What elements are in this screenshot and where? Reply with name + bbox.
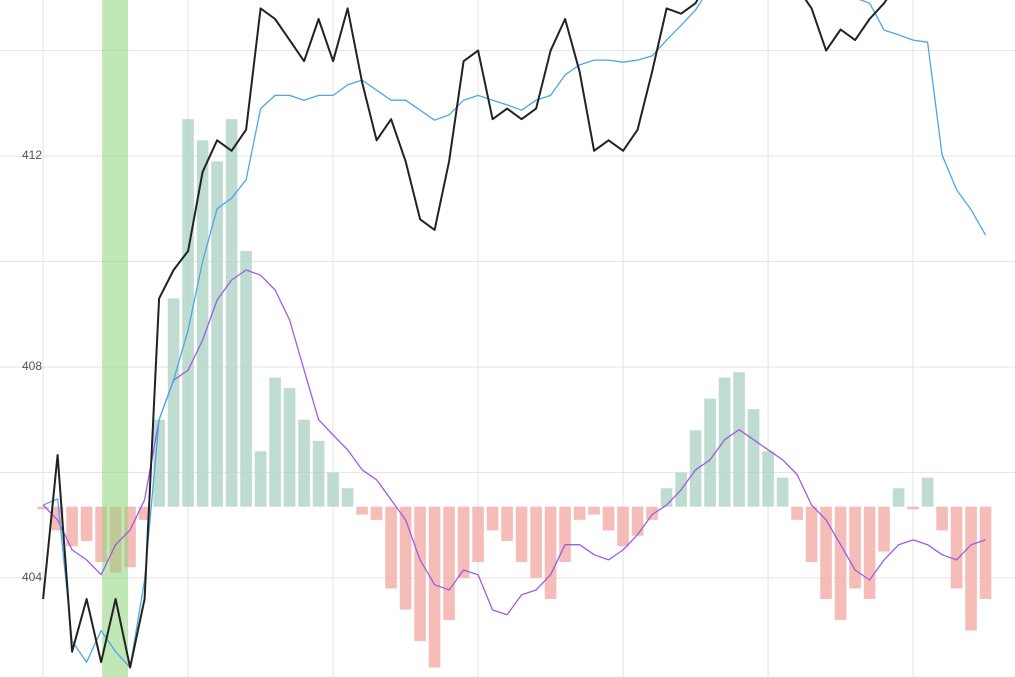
histogram-bar bbox=[515, 506, 528, 563]
histogram-bar bbox=[298, 419, 310, 507]
histogram-bar bbox=[733, 372, 745, 507]
histogram-bar bbox=[240, 250, 252, 507]
histogram-bar bbox=[834, 506, 847, 621]
histogram-bar bbox=[312, 440, 325, 507]
histogram-bar bbox=[704, 398, 716, 507]
histogram-bar bbox=[762, 451, 774, 507]
histogram-bar bbox=[486, 506, 499, 531]
histogram-bar bbox=[791, 506, 803, 520]
histogram-bar bbox=[124, 506, 136, 568]
series-line bbox=[42, 269, 986, 616]
histogram-bar bbox=[646, 506, 658, 520]
histogram-bar bbox=[588, 506, 600, 515]
histogram-bar bbox=[573, 506, 586, 520]
histogram-bar bbox=[979, 506, 992, 599]
histogram-bar bbox=[878, 506, 890, 552]
histogram-bar bbox=[341, 488, 354, 507]
histogram-bar bbox=[559, 506, 571, 563]
histogram-bar bbox=[965, 506, 977, 631]
histogram-bar bbox=[51, 506, 64, 531]
histogram-bar bbox=[921, 477, 934, 507]
histogram-bar bbox=[269, 377, 281, 507]
histogram-bar bbox=[457, 506, 470, 578]
histogram-bar bbox=[327, 472, 339, 507]
histogram-bar bbox=[820, 506, 832, 599]
histogram-bar bbox=[863, 506, 876, 599]
histogram-bar bbox=[138, 506, 151, 520]
histogram-bar bbox=[950, 506, 963, 589]
histogram-bar bbox=[443, 506, 455, 621]
histogram-bar bbox=[849, 506, 861, 589]
y-tick-label: 412 bbox=[22, 148, 42, 162]
y-tick-label: 404 bbox=[22, 570, 42, 584]
histogram-bar bbox=[530, 506, 542, 578]
histogram-bar bbox=[428, 506, 441, 668]
histogram-bar bbox=[182, 119, 194, 507]
histogram-bar bbox=[892, 488, 905, 507]
series-line bbox=[42, 0, 888, 669]
histogram-bar bbox=[602, 506, 615, 531]
histogram-bar bbox=[718, 377, 731, 507]
y-tick-label: 408 bbox=[22, 359, 42, 373]
histogram-bar bbox=[501, 506, 513, 541]
histogram-bar bbox=[254, 451, 267, 507]
highlight-band bbox=[102, 0, 129, 677]
histogram-bar bbox=[544, 506, 557, 599]
histogram-bar bbox=[689, 430, 702, 507]
histogram-bar bbox=[153, 419, 165, 507]
histogram-bar bbox=[385, 506, 397, 589]
histogram-bar bbox=[660, 488, 673, 507]
histogram-bar bbox=[370, 506, 383, 520]
histogram-bar bbox=[631, 506, 644, 536]
histogram-bar bbox=[805, 506, 818, 563]
histogram-bar bbox=[472, 506, 484, 563]
histogram-bar bbox=[747, 409, 760, 507]
histogram-bar bbox=[37, 506, 49, 510]
histogram-bar bbox=[399, 506, 412, 610]
histogram-bar bbox=[936, 506, 948, 531]
histogram-bar bbox=[225, 119, 238, 507]
histogram-bar bbox=[211, 161, 223, 507]
histogram-bar bbox=[80, 506, 93, 541]
histogram-bar bbox=[907, 506, 919, 510]
histogram-bar bbox=[167, 298, 180, 507]
histogram-bar bbox=[95, 506, 107, 563]
series-line bbox=[42, 0, 987, 669]
histogram-bar bbox=[196, 140, 209, 507]
histogram-bar bbox=[414, 506, 426, 642]
histogram-bar bbox=[617, 506, 629, 547]
histogram-bar bbox=[66, 506, 78, 547]
histogram-bar bbox=[283, 388, 296, 507]
histogram-bar bbox=[356, 506, 368, 515]
histogram-bar bbox=[776, 477, 789, 507]
